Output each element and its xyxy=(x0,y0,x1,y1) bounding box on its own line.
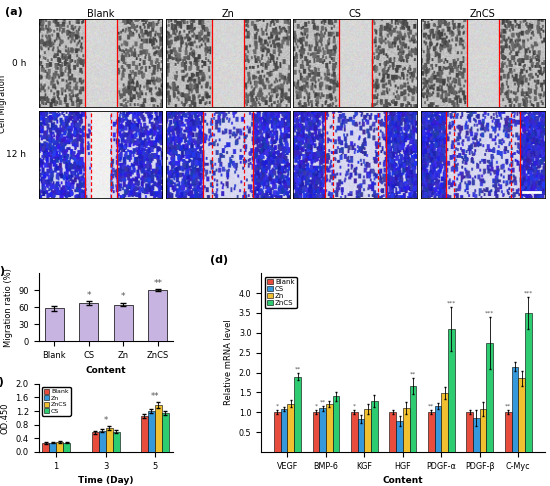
Text: (b): (b) xyxy=(0,266,6,277)
Bar xyxy=(148,411,155,452)
Bar xyxy=(114,305,133,342)
Title: ZnCS: ZnCS xyxy=(470,9,496,18)
Text: ***: *** xyxy=(485,311,494,315)
Text: *: * xyxy=(353,404,356,409)
Bar xyxy=(56,442,63,452)
Bar xyxy=(155,405,162,452)
Y-axis label: 12 h: 12 h xyxy=(6,150,26,159)
Text: *: * xyxy=(315,404,317,409)
Bar xyxy=(389,412,396,452)
Y-axis label: Relative mRNA level: Relative mRNA level xyxy=(224,320,233,405)
Bar xyxy=(294,377,301,452)
Text: (a): (a) xyxy=(6,7,23,17)
Bar xyxy=(518,379,525,452)
Bar xyxy=(91,432,98,452)
Text: **: ** xyxy=(294,367,301,372)
Y-axis label: OD.450: OD.450 xyxy=(1,402,10,434)
X-axis label: Time (Day): Time (Day) xyxy=(78,476,134,485)
Bar xyxy=(162,413,169,452)
Text: *: * xyxy=(103,416,108,425)
Bar xyxy=(274,412,281,452)
Text: ***: *** xyxy=(524,291,533,295)
Bar xyxy=(428,412,435,452)
Text: **: ** xyxy=(505,404,512,409)
Bar xyxy=(441,393,448,452)
X-axis label: Content: Content xyxy=(86,366,126,375)
Bar xyxy=(141,416,148,452)
Bar xyxy=(113,432,119,452)
Bar xyxy=(410,386,416,452)
Text: **: ** xyxy=(151,392,159,401)
Bar xyxy=(326,404,333,452)
Bar xyxy=(466,412,473,452)
Bar xyxy=(473,418,480,452)
Legend: Blank, CS, Zn, ZnCS: Blank, CS, Zn, ZnCS xyxy=(265,277,297,308)
Bar xyxy=(319,408,326,452)
Text: ***: *** xyxy=(447,300,456,305)
Bar xyxy=(358,419,365,452)
Text: Cell Migration: Cell Migration xyxy=(0,75,7,133)
Y-axis label: Migration ratio (%): Migration ratio (%) xyxy=(4,268,13,347)
Bar xyxy=(525,313,532,452)
Title: Blank: Blank xyxy=(87,9,114,18)
Bar xyxy=(396,421,403,452)
Bar xyxy=(281,409,288,452)
Text: (c): (c) xyxy=(0,377,4,387)
Bar xyxy=(333,397,339,452)
Bar xyxy=(365,409,371,452)
Y-axis label: 0 h: 0 h xyxy=(12,58,26,68)
Text: **: ** xyxy=(428,404,435,409)
Bar xyxy=(403,408,410,452)
Bar xyxy=(45,309,64,342)
Bar xyxy=(505,412,512,452)
Bar xyxy=(371,401,378,452)
Bar xyxy=(486,343,493,452)
Bar xyxy=(42,443,49,452)
Bar xyxy=(512,366,518,452)
Bar xyxy=(480,409,486,452)
Text: *: * xyxy=(121,293,125,301)
Text: *: * xyxy=(86,291,91,300)
Text: **: ** xyxy=(320,399,326,404)
Title: Zn: Zn xyxy=(221,9,234,18)
Bar xyxy=(98,431,106,452)
Bar xyxy=(148,290,167,342)
Bar xyxy=(49,443,56,452)
Title: CS: CS xyxy=(349,9,362,18)
Text: *: * xyxy=(276,404,279,409)
X-axis label: Content: Content xyxy=(383,476,423,485)
Text: **: ** xyxy=(410,372,416,377)
Bar xyxy=(106,428,113,452)
Legend: Blank, Zn, ZnCS, CS: Blank, Zn, ZnCS, CS xyxy=(42,387,70,416)
Text: (d): (d) xyxy=(210,255,228,265)
Bar xyxy=(288,403,294,452)
Bar xyxy=(79,303,98,342)
Bar xyxy=(351,412,358,452)
Bar xyxy=(63,443,70,452)
Bar xyxy=(448,329,455,452)
Bar xyxy=(312,412,319,452)
Bar xyxy=(434,406,441,452)
Text: **: ** xyxy=(153,279,162,288)
